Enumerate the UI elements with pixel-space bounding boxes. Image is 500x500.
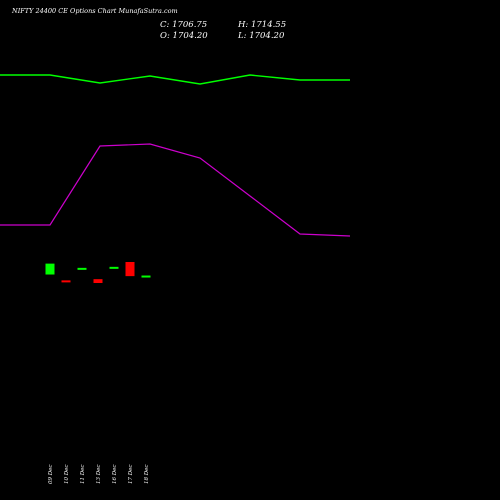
x-tick-label-4: 13 Dec [96, 465, 102, 485]
candles-group [45, 262, 151, 283]
candle-7 [141, 275, 151, 278]
lower-indicator-line [0, 143, 351, 237]
x-tick-label-7: 18 Dec [144, 465, 150, 485]
open-value: O: 1704.20 [160, 31, 208, 41]
candle-2 [61, 280, 71, 283]
high-value: H: 1714.55 [237, 20, 286, 30]
low-value: L: 1704.20 [237, 31, 285, 41]
x-tick-label-3: 11 Dec [80, 465, 86, 485]
candle-1 [45, 263, 55, 275]
x-tick-label-1: 09 Dec [48, 465, 54, 485]
x-tick-label-2: 10 Dec [64, 465, 70, 485]
upper-indicator-line [0, 74, 350, 85]
candle-3 [77, 267, 87, 270]
candle-6 [125, 262, 135, 277]
chart-title: NIFTY 24400 CE Options Chart MunafaSutra… [11, 7, 178, 15]
x-axis-labels: 09 Dec 10 Dec 11 Dec 13 Dec 16 Dec 17 Dec 18 D… [48, 465, 150, 485]
candle-5 [109, 266, 119, 269]
candle-4 [93, 279, 103, 283]
x-tick-label-6: 17 Dec [128, 465, 134, 485]
x-tick-label-5: 16 Dec [112, 465, 118, 485]
close-value: C: 1706.75 [160, 20, 207, 30]
